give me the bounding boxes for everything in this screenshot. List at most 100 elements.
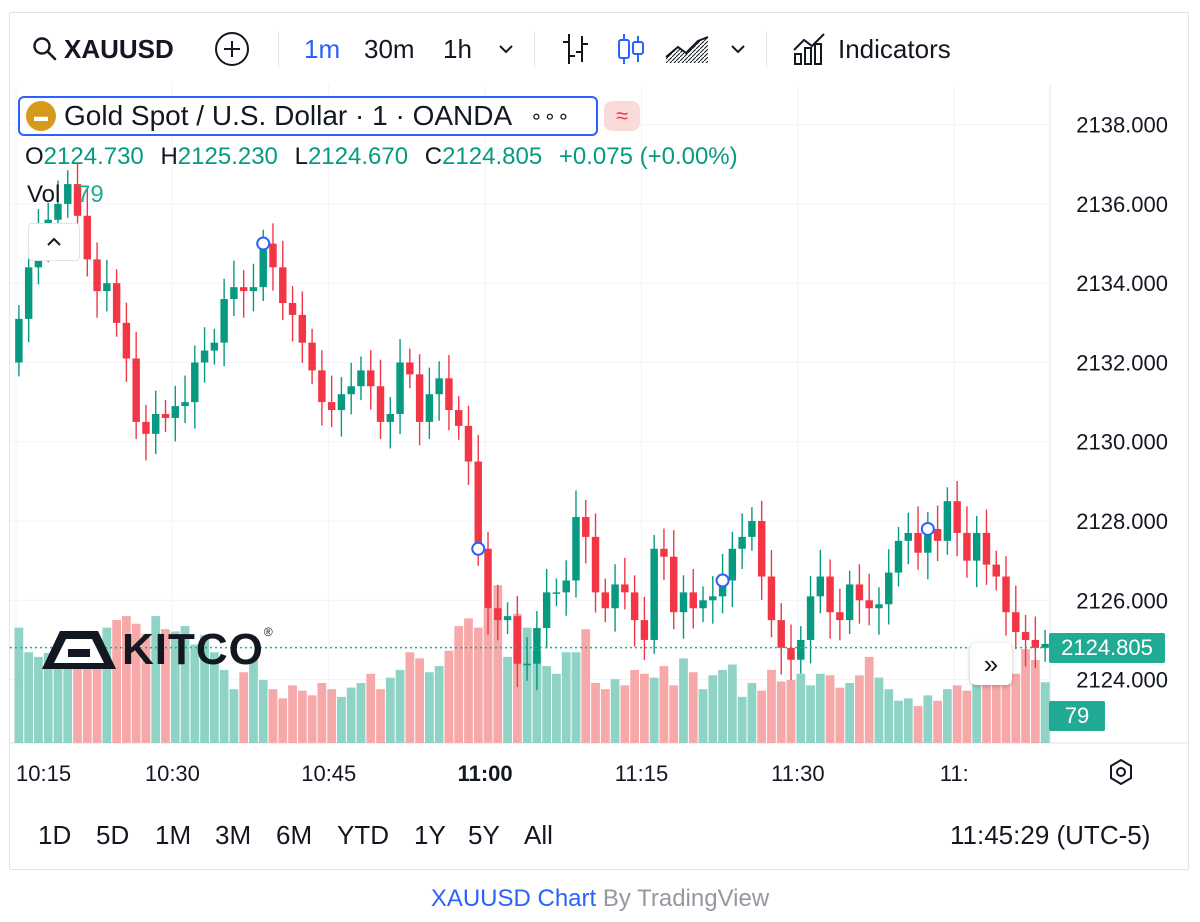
candle-body xyxy=(308,342,316,371)
interval-dropdown[interactable] xyxy=(496,13,516,85)
candle-body xyxy=(494,608,502,621)
bar-style-button[interactable] xyxy=(560,13,590,85)
volume-bar xyxy=(962,690,972,743)
volume-bar xyxy=(24,652,34,743)
volume-bar xyxy=(346,687,356,743)
candle-body xyxy=(728,548,737,581)
range-1d[interactable]: 1D xyxy=(38,805,71,865)
registered-mark: ® xyxy=(263,625,273,639)
interval-1h-label: 1h xyxy=(443,33,472,64)
compare-button[interactable] xyxy=(214,13,250,85)
range-3m[interactable]: 3M xyxy=(215,805,251,865)
candle-body xyxy=(122,322,131,359)
event-marker xyxy=(715,573,730,588)
indicators-label: Indicators xyxy=(838,33,951,64)
candle-body xyxy=(24,267,33,319)
volume-bar xyxy=(1001,658,1011,743)
chart-style-dropdown[interactable] xyxy=(728,13,748,85)
volume-bar xyxy=(688,672,698,743)
volume-bar xyxy=(1011,673,1021,743)
range-1y-label: 1Y xyxy=(414,819,446,850)
range-5d[interactable]: 5D xyxy=(96,805,129,865)
volume-bar xyxy=(737,696,747,743)
candle-body xyxy=(1031,639,1040,648)
double-chevron-right-icon: » xyxy=(983,648,999,679)
search-icon xyxy=(33,37,57,61)
candle-body xyxy=(239,287,248,292)
volume-bar xyxy=(923,695,933,743)
volume-bar xyxy=(786,679,796,743)
symbol-search-button[interactable]: XAUUSD xyxy=(32,13,174,85)
volume-bar xyxy=(1030,659,1040,743)
candle-body xyxy=(670,556,678,613)
volume-bar xyxy=(161,629,170,743)
range-6m[interactable]: 6M xyxy=(276,805,312,865)
candle-body xyxy=(709,596,717,601)
candle-body xyxy=(630,592,639,621)
candle-body xyxy=(191,362,199,403)
candle-body xyxy=(337,394,346,411)
volume-bar xyxy=(845,683,855,743)
candle-body xyxy=(650,548,658,640)
candle-body xyxy=(757,521,766,577)
settings-button[interactable] xyxy=(1106,757,1136,787)
candle-body xyxy=(797,639,805,660)
volume-bar xyxy=(34,656,43,743)
interval-1h[interactable]: 1h xyxy=(443,13,472,85)
symbol-legend[interactable]: ▬ Gold Spot / U.S. Dollar · 1 · OANDA ∘∘… xyxy=(18,96,598,136)
symbol-chart-link[interactable]: XAUUSD Chart xyxy=(430,885,597,912)
kitco-wordmark: KITCO xyxy=(122,625,264,674)
range-all[interactable]: All xyxy=(524,805,553,865)
range-5y[interactable]: 5Y xyxy=(468,805,500,865)
price-chart[interactable]: 2138.000 2136.000 2134.000 2132.000 2130.000… xyxy=(10,13,1188,813)
candle-body xyxy=(93,259,101,292)
candle-body xyxy=(103,283,111,292)
volume-bar xyxy=(327,689,337,743)
candle-body xyxy=(386,414,394,422)
volume-bar xyxy=(73,652,82,743)
volume-bar xyxy=(92,639,102,743)
alert-badge[interactable]: ≈ xyxy=(604,101,640,131)
range-ytd-label: YTD xyxy=(337,819,389,850)
range-1m[interactable]: 1M xyxy=(155,805,191,865)
candle-body xyxy=(982,532,991,565)
legend-more-button[interactable]: ∘∘∘ xyxy=(530,105,571,128)
chevron-up-icon xyxy=(47,237,61,246)
collapse-legend-button[interactable] xyxy=(28,223,80,261)
candle-body xyxy=(572,517,580,581)
area-chart-icon xyxy=(665,36,709,63)
volume-bar xyxy=(571,652,581,743)
candle-body xyxy=(181,402,189,407)
volume-bar xyxy=(942,689,952,743)
chevron-down-icon xyxy=(499,45,513,54)
volume-bar xyxy=(776,681,786,743)
candle-body xyxy=(396,362,404,414)
indicators-button[interactable]: Indicators xyxy=(792,13,951,85)
volume-bar xyxy=(454,626,464,743)
interval-1m[interactable]: 1m xyxy=(304,13,340,85)
volume-bar xyxy=(63,656,73,743)
high-label: H xyxy=(160,143,178,170)
candle-body xyxy=(376,386,385,422)
candle-body xyxy=(972,532,981,561)
candle-body xyxy=(552,592,561,594)
volume-bar xyxy=(258,679,268,743)
scroll-to-realtime-button[interactable]: » xyxy=(970,643,1012,685)
volume-bar xyxy=(532,650,542,743)
timezone-clock[interactable]: 11:45:29 (UTC-5) xyxy=(950,805,1150,865)
volume-bar xyxy=(444,650,454,743)
volume-bar xyxy=(395,669,405,743)
interval-30m[interactable]: 30m xyxy=(364,13,415,85)
candle-style-button[interactable] xyxy=(616,13,646,85)
last-price-badge: 2124.805 xyxy=(1049,632,1165,663)
candle-body xyxy=(200,350,209,363)
candle-body xyxy=(161,414,170,418)
range-ytd[interactable]: YTD xyxy=(337,805,389,865)
range-1y[interactable]: 1Y xyxy=(414,805,446,865)
candle-body xyxy=(992,564,1000,577)
volume-bar xyxy=(698,689,708,743)
kitco-logo: KITCO ® xyxy=(38,625,273,675)
candle-body xyxy=(816,576,825,597)
volume-bar xyxy=(424,672,434,743)
area-style-button[interactable] xyxy=(664,13,710,85)
